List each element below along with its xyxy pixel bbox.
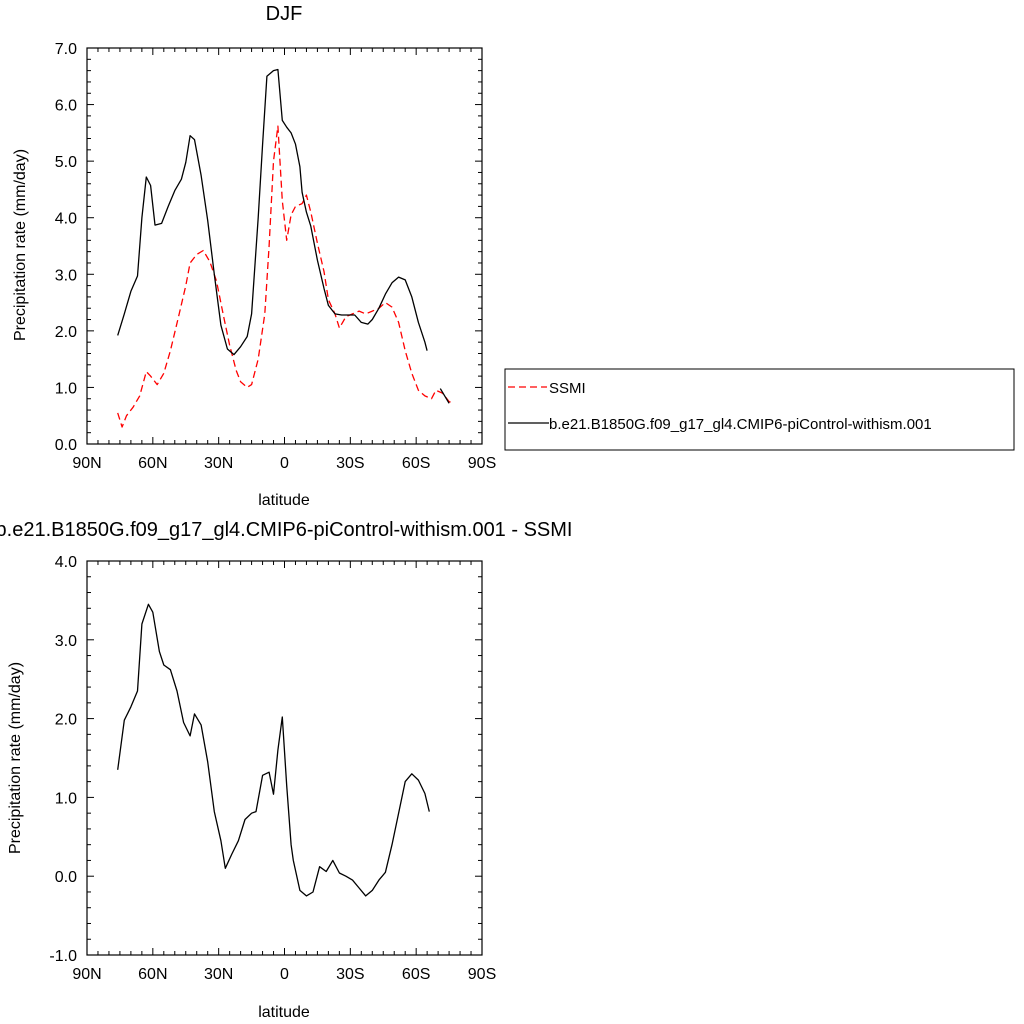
panel-top: DJF 90N 60N 30N 0 30S 60S 90S 0.0 1.0 2.0 3.0 4.0 5.… [12,3,1015,509]
panel-bottom-ylabel: Precipitation rate (mm/day) [7,662,24,854]
panel-top-ytick-label: 1.0 [55,380,77,397]
panel-bottom-xtick-label: 90S [468,966,496,983]
panel-top-ytick-label: 6.0 [55,98,77,115]
panel-top-xtick-label: 90N [72,455,101,472]
panel-top-ytick-label: 4.0 [55,211,77,228]
panel-top-xtick-label: 60N [138,455,167,472]
legend-box [504,368,1015,451]
panel-top-series-line-2 [439,388,450,404]
panel-top-xtick-label: 90S [468,455,496,472]
panel-top-ytick-label: 2.0 [55,324,77,341]
panel-top-ytick-label: 7.0 [55,41,77,58]
panel-bottom: b.e21.B1850G.f09_g17_gl4.CMIP6-piControl… [0,519,572,1021]
panel-bottom-xtick-label: 30N [204,966,233,983]
panel-bottom-xtick-label: 0 [280,966,289,983]
panel-top-frame [86,47,483,445]
panel-bottom-ytick-label: 2.0 [55,712,77,729]
panel-top-xtick-label: 0 [280,455,289,472]
panel-bottom-xtick-label: 60N [138,966,167,983]
panel-bottom-ytick-label: -1.0 [49,948,77,965]
panel-top-series-line-1 [117,68,428,356]
panel-top-ytick-label: 0.0 [55,437,77,454]
panel-top-series-line-0 [117,125,454,428]
legend: SSMI b.e21.B1850G.f09_g17_gl4.CMIP6-piCo… [504,368,1015,451]
panel-top-xtick-label: 30S [336,455,364,472]
panel-top-xtick-label: 60S [402,455,430,472]
panel-bottom-title: b.e21.B1850G.f09_g17_gl4.CMIP6-piControl… [0,519,572,541]
panel-bottom-ytick-label: 3.0 [55,633,77,650]
panel-top-ytick-label: 3.0 [55,267,77,284]
panel-bottom-ytick-label: 1.0 [55,790,77,807]
legend-label-model: b.e21.B1850G.f09_g17_gl4.CMIP6-piControl… [549,416,932,433]
panel-bottom-xtick-label: 90N [72,966,101,983]
panel-top-xtick-label: 30N [204,455,233,472]
panel-bottom-plot: 90N 60N 30N 0 30S 60S 90S -1.0 0.0 1.0 2.0 3.0 4.0 [49,554,496,983]
panel-top-ylabel: Precipitation rate (mm/day) [12,149,29,341]
panel-bottom-xlabel: latitude [258,1004,310,1021]
panel-top-plot: 90N 60N 30N 0 30S 60S 90S 0.0 1.0 2.0 3.0 4.0 5.0 6.0… [55,41,496,472]
panel-bottom-xtick-label: 60S [402,966,430,983]
panel-bottom-ytick-label: 4.0 [55,554,77,571]
panel-bottom-ytick-label: 0.0 [55,869,77,886]
panel-top-xlabel: latitude [258,492,310,509]
panel-top-ytick-label: 5.0 [55,154,77,171]
panel-bottom-series-line-0 [117,603,430,897]
panel-bottom-xtick-label: 30S [336,966,364,983]
legend-label-ssmi: SSMI [549,380,586,397]
panel-top-title: DJF [266,3,303,25]
